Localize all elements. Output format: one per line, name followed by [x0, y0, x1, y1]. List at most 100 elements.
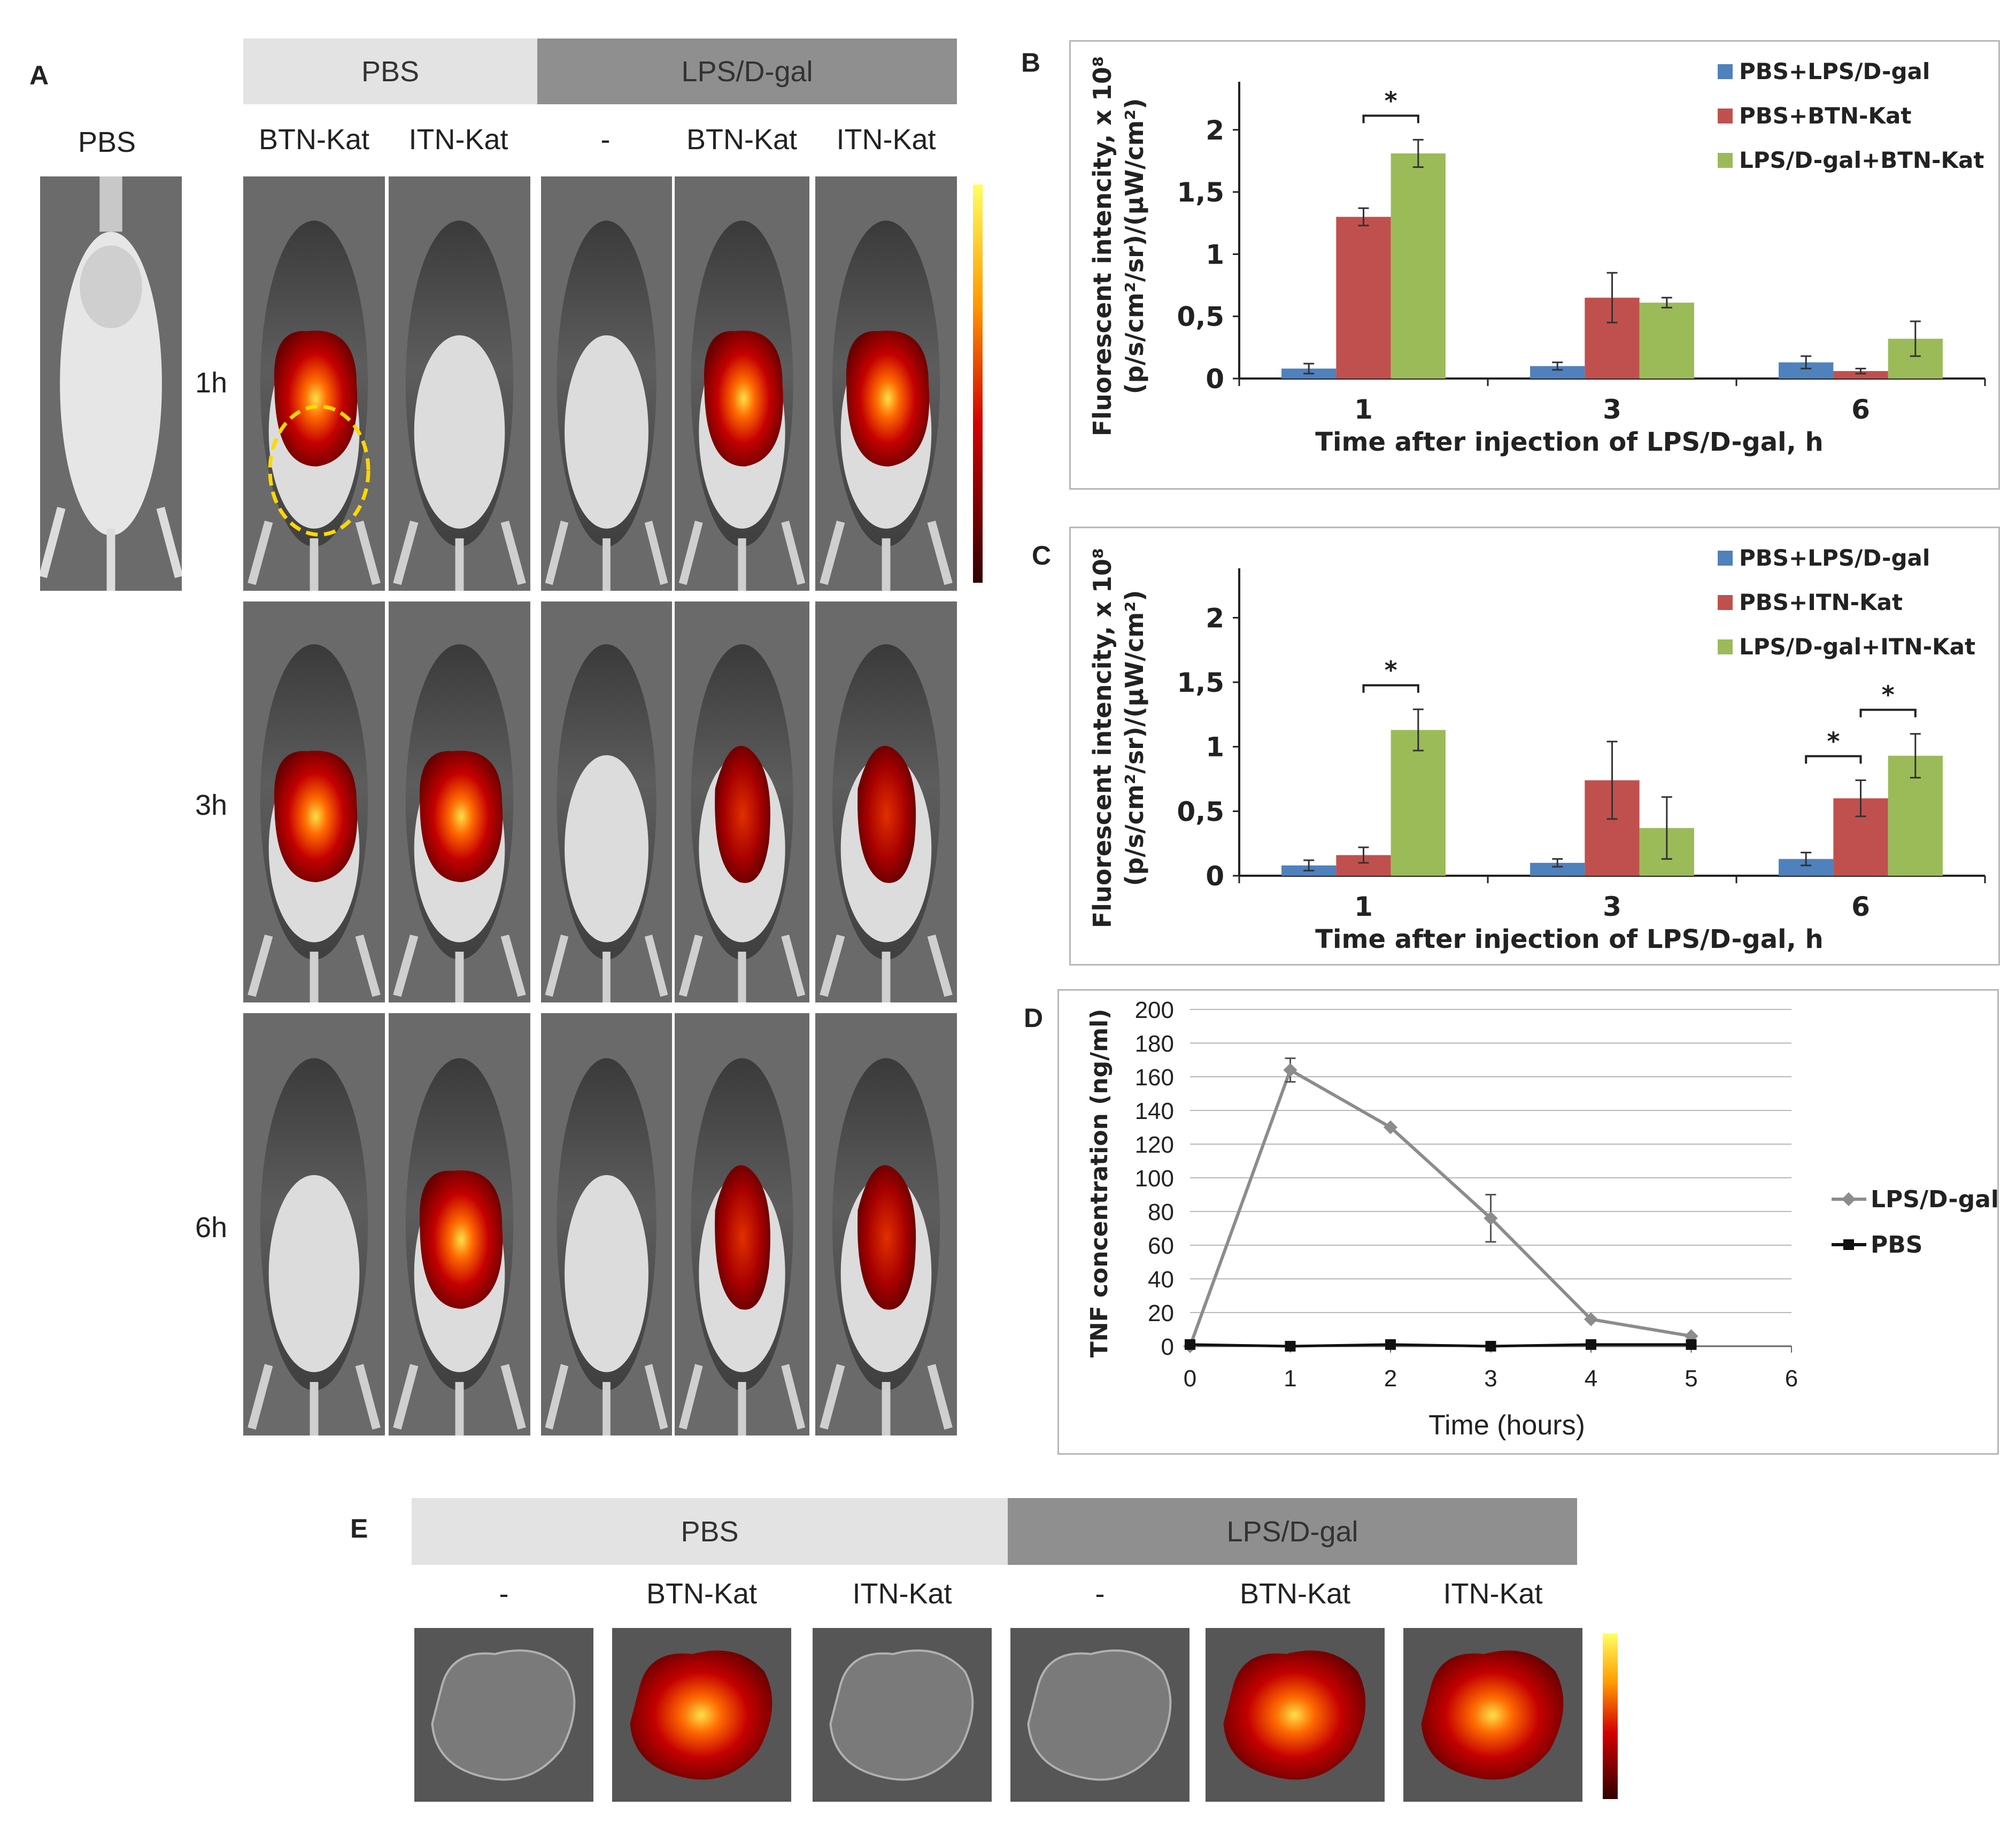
significance-bracket — [1362, 684, 1419, 693]
bar — [1391, 153, 1446, 379]
y-tick-label: 200 — [1135, 997, 1174, 1023]
y-axis-title-line2: (p/s/cm²/sr)/(μW/cm²) — [1120, 590, 1149, 886]
panel-a-col-label: BTN-Kat — [258, 124, 370, 156]
mouse-image — [541, 176, 672, 591]
series-line — [1189, 1343, 1691, 1348]
significance-bracket — [1805, 755, 1862, 764]
data-point — [1385, 1339, 1396, 1350]
data-point — [1584, 1312, 1598, 1326]
y-axis-title-line1: Fluorescent intencity, x 10⁸ — [1088, 548, 1117, 928]
legend-label: PBS+LPS/D-gal — [1739, 58, 1930, 84]
x-tick-label: 6 — [1851, 891, 1870, 922]
x-tick-label: 3 — [1484, 1365, 1497, 1392]
liver-image — [1010, 1628, 1189, 1802]
bar — [1391, 730, 1446, 876]
x-tick-label: 1 — [1284, 1365, 1296, 1392]
panel-a-header-lps: LPS/D-gal — [537, 38, 957, 104]
y-tick-label: 180 — [1135, 1031, 1174, 1057]
panel-a-col-label: - — [600, 124, 611, 156]
chart-b-frame: 0 0,5 1 1,5 2 1 3 6 * PBS+LPS/D-gal PBS+BTN-Kat LPS… — [1069, 40, 2000, 490]
mouse-image — [243, 1013, 385, 1436]
liver-image — [1403, 1628, 1582, 1802]
mouse-image — [389, 601, 530, 1002]
data-point — [1686, 1339, 1697, 1350]
panel-e-col-label: - — [1095, 1578, 1105, 1610]
chart-d-frame: 0 20 40 60 80 100 120 140 160 180 200 0 1 2 3 4 5 6 LPS/D-… — [1057, 989, 1999, 1455]
y-tick-label: 160 — [1135, 1064, 1174, 1091]
mouse-image — [675, 1013, 809, 1436]
panel-a-reference-mouse-image — [40, 176, 182, 591]
chart-c-frame: 0 0,5 1 1,5 2 1 3 6 * * * PBS+LPS/D-gal PBS+ITN-Kat L… — [1069, 527, 2000, 966]
x-axis-title: Time (hours) — [1428, 1410, 1585, 1441]
panel-e-letter: E — [350, 1514, 368, 1544]
roi-dashed-ellipse — [267, 404, 372, 537]
legend-swatch — [1718, 551, 1733, 566]
panel-e-color-scale — [1603, 1633, 1618, 1799]
series-line — [1188, 1068, 1691, 1347]
liver-image — [1206, 1628, 1385, 1802]
significance-star: * — [1827, 727, 1840, 755]
data-point — [1684, 1329, 1698, 1344]
x-axis-title: Time after injection of LPS/D-gal, h — [1315, 427, 1823, 457]
significance-star: * — [1385, 86, 1397, 115]
legend-swatch — [1718, 109, 1733, 124]
liver-image — [813, 1628, 992, 1802]
y-axis-title: TNF concentration (ng/ml) — [1086, 1009, 1113, 1358]
panel-a-row-label: 3h — [195, 789, 228, 821]
data-point — [1285, 1341, 1296, 1352]
x-tick-label: 1 — [1354, 891, 1373, 922]
legend-swatch — [1718, 153, 1733, 168]
legend-marker — [1842, 1192, 1856, 1206]
legend-label: PBS — [1871, 1231, 1922, 1259]
data-point — [1185, 1339, 1195, 1350]
y-tick-label: 120 — [1135, 1132, 1174, 1158]
legend-label: PBS+LPS/D-gal — [1739, 545, 1930, 571]
mouse-image — [389, 1013, 530, 1436]
chart-b: 0 0,5 1 1,5 2 1 3 6 * PBS+LPS/D-gal PBS+BTN-Kat LPS… — [1088, 56, 1986, 457]
legend-label: LPS/D-gal — [1871, 1186, 1997, 1213]
y-tick-label: 80 — [1148, 1199, 1174, 1225]
mouse-image — [243, 176, 385, 591]
data-point — [1283, 1063, 1297, 1077]
bar — [1530, 366, 1585, 379]
legend-swatch — [1718, 639, 1733, 654]
panel-a-letter: A — [29, 60, 49, 90]
y-tick-label: 1 — [1206, 732, 1224, 763]
y-tick-label: 0 — [1206, 861, 1224, 892]
y-axis-title-line2: (p/s/cm²/sr)/(μW/cm²) — [1120, 98, 1149, 395]
bar — [1639, 303, 1694, 379]
y-tick-label: 0 — [1206, 364, 1224, 395]
panel-d-letter: D — [1024, 1003, 1044, 1033]
significance-bracket — [1362, 114, 1419, 124]
chart-c: 0 0,5 1 1,5 2 1 3 6 * * * PBS+LPS/D-gal PBS+ITN-Kat L… — [1088, 545, 1986, 954]
y-tick-label: 2 — [1206, 115, 1224, 146]
panel-e-col-label: BTN-Kat — [646, 1578, 758, 1610]
y-tick-label: 1,5 — [1177, 177, 1224, 208]
panel-a-col-label: BTN-Kat — [686, 124, 798, 156]
panel-a-header-pbs: PBS — [243, 38, 537, 104]
liver-image — [414, 1628, 593, 1802]
x-tick-label: 3 — [1603, 891, 1621, 922]
data-point — [1384, 1120, 1397, 1135]
mouse-image — [815, 176, 957, 591]
legend-label: PBS+ITN-Kat — [1739, 589, 1903, 615]
x-tick-label: 0 — [1184, 1365, 1196, 1392]
y-tick-label: 1 — [1206, 239, 1224, 270]
y-tick-label: 0,5 — [1177, 302, 1224, 333]
legend-swatch — [1718, 595, 1733, 610]
panel-e-col-label: - — [499, 1578, 509, 1610]
legend-label: PBS+BTN-Kat — [1739, 103, 1911, 129]
x-tick-label: 3 — [1603, 394, 1621, 425]
significance-star: * — [1882, 681, 1895, 709]
significance-bracket — [1859, 708, 1917, 717]
x-tick-label: 5 — [1685, 1365, 1697, 1392]
liver-image — [612, 1628, 791, 1802]
y-tick-label: 60 — [1148, 1233, 1174, 1259]
x-tick-label: 6 — [1785, 1365, 1798, 1392]
panel-e-col-label: BTN-Kat — [1239, 1578, 1351, 1610]
bar — [1833, 371, 1888, 379]
y-tick-label: 0 — [1161, 1334, 1174, 1360]
chart-d: 0 20 40 60 80 100 120 140 160 180 200 0 1 2 3 4 5 6 LPS/D-… — [1086, 997, 1997, 1441]
mouse-image — [541, 601, 672, 1002]
mouse-image — [675, 176, 809, 591]
